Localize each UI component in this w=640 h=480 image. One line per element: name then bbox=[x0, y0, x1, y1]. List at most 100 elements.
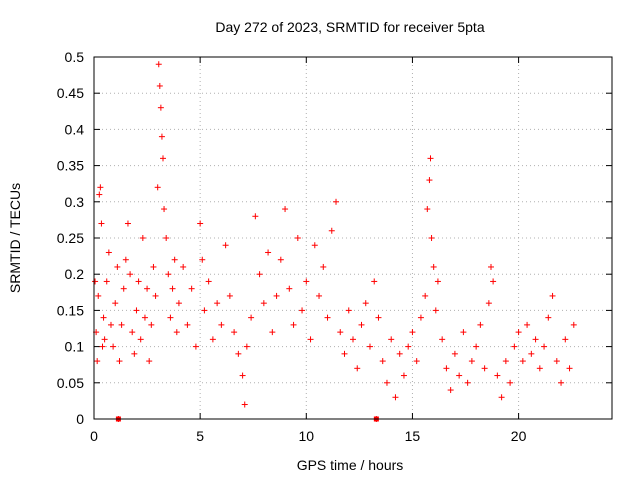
data-point bbox=[333, 198, 340, 205]
data-point bbox=[197, 220, 204, 227]
data-point bbox=[358, 321, 365, 328]
x-axis-label: GPS time / hours bbox=[297, 457, 404, 473]
y-tick-label: 0.1 bbox=[65, 339, 85, 355]
data-point bbox=[541, 343, 548, 350]
axis-ticks: 0 0.05 0.1 0.15 0.2 0.25 0.3 0.35 0.4 0.45 0.5 0 5 10… bbox=[57, 49, 612, 444]
data-point bbox=[199, 256, 206, 263]
data-point bbox=[150, 263, 157, 270]
data-point bbox=[146, 358, 153, 365]
data-point bbox=[553, 358, 560, 365]
data-point bbox=[345, 307, 352, 314]
data-point bbox=[366, 343, 373, 350]
data-point bbox=[362, 300, 369, 307]
data-point bbox=[175, 300, 182, 307]
data-point bbox=[273, 292, 280, 299]
data-point bbox=[460, 329, 467, 336]
data-point bbox=[303, 278, 310, 285]
y-tick-label: 0.35 bbox=[57, 158, 84, 174]
data-point bbox=[371, 278, 378, 285]
data-point bbox=[337, 329, 344, 336]
data-point bbox=[558, 379, 565, 386]
data-point bbox=[383, 379, 390, 386]
chart-title: Day 272 of 2023, SRMTID for receiver 5pt… bbox=[215, 19, 484, 35]
data-point bbox=[122, 256, 129, 263]
data-point bbox=[226, 292, 233, 299]
data-point bbox=[507, 379, 514, 386]
data-point bbox=[524, 321, 531, 328]
data-point bbox=[155, 61, 162, 68]
data-point bbox=[502, 358, 509, 365]
data-point bbox=[96, 191, 103, 198]
data-point bbox=[248, 314, 255, 321]
data-point bbox=[311, 242, 318, 249]
data-point bbox=[432, 307, 439, 314]
data-point bbox=[405, 343, 412, 350]
data-point bbox=[97, 184, 104, 191]
data-point bbox=[218, 321, 225, 328]
data-point bbox=[135, 278, 142, 285]
data-point bbox=[124, 220, 131, 227]
data-point bbox=[481, 365, 488, 372]
y-tick-label: 0.5 bbox=[65, 49, 85, 65]
grid-lines bbox=[94, 57, 612, 419]
data-point bbox=[105, 249, 112, 256]
data-point bbox=[173, 329, 180, 336]
data-point bbox=[485, 300, 492, 307]
data-point bbox=[252, 213, 259, 220]
data-point bbox=[169, 285, 176, 292]
data-point bbox=[112, 300, 119, 307]
y-tick-label: 0.4 bbox=[65, 121, 85, 137]
data-point bbox=[439, 336, 446, 343]
data-point bbox=[424, 206, 431, 213]
data-point bbox=[324, 314, 331, 321]
data-point bbox=[282, 206, 289, 213]
y-tick-label: 0.05 bbox=[57, 375, 84, 391]
data-point bbox=[490, 278, 497, 285]
data-point bbox=[120, 285, 127, 292]
data-point bbox=[570, 321, 577, 328]
data-point bbox=[511, 343, 518, 350]
data-point bbox=[277, 256, 284, 263]
data-point bbox=[231, 329, 238, 336]
data-point bbox=[101, 336, 108, 343]
data-point bbox=[426, 177, 433, 184]
data-point bbox=[477, 321, 484, 328]
data-point bbox=[235, 350, 242, 357]
plot-frame bbox=[93, 56, 613, 420]
data-point bbox=[350, 336, 356, 343]
data-point bbox=[256, 271, 263, 278]
data-point bbox=[468, 358, 475, 365]
x-tick-label: 15 bbox=[405, 428, 421, 444]
data-point bbox=[184, 321, 191, 328]
data-point bbox=[133, 307, 140, 314]
data-point bbox=[456, 372, 463, 379]
data-point bbox=[114, 263, 121, 270]
data-point bbox=[328, 227, 335, 234]
data-point bbox=[354, 365, 361, 372]
data-point bbox=[110, 343, 117, 350]
data-point bbox=[144, 285, 151, 292]
data-point bbox=[156, 82, 163, 89]
x-tick-label: 20 bbox=[511, 428, 527, 444]
data-point bbox=[167, 314, 174, 321]
x-tick-label: 10 bbox=[299, 428, 315, 444]
data-point bbox=[180, 263, 187, 270]
data-point bbox=[498, 394, 505, 401]
data-point bbox=[428, 235, 435, 241]
data-point bbox=[409, 329, 416, 336]
data-point bbox=[243, 343, 250, 350]
data-point bbox=[129, 329, 136, 336]
data-point bbox=[316, 292, 323, 299]
data-point bbox=[107, 321, 114, 328]
data-point bbox=[422, 292, 429, 299]
data-point bbox=[545, 314, 552, 321]
data-point bbox=[290, 321, 297, 328]
data-point bbox=[95, 292, 102, 299]
data-point bbox=[209, 336, 216, 343]
data-point bbox=[549, 292, 556, 299]
data-point bbox=[447, 387, 454, 394]
data-point bbox=[163, 235, 170, 241]
data-point bbox=[430, 263, 437, 270]
data-point bbox=[127, 271, 134, 278]
